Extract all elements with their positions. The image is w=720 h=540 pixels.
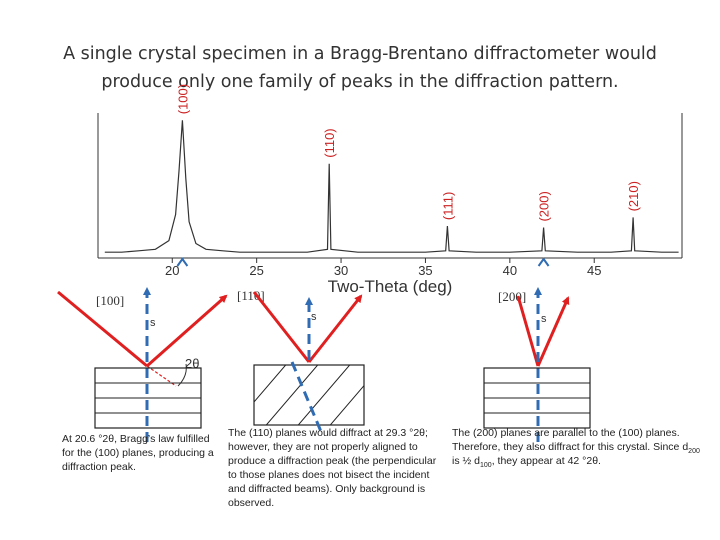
peak-position-marker [537, 257, 550, 267]
diagram-100: [100] s 2θ [57, 287, 228, 442]
caption-100-text: At 20.6 °2θ, Bragg’s law fulfilled for t… [62, 433, 214, 473]
peak-label: (100) [175, 84, 190, 114]
caption-100: At 20.6 °2θ, Bragg’s law fulfilled for t… [62, 432, 220, 474]
incident-beam [516, 295, 540, 367]
lattice-plane [329, 384, 364, 425]
scattering-vector-label: s [150, 317, 156, 329]
lattice-plane [254, 365, 287, 403]
scattering-vector-label: s [541, 313, 547, 325]
plane-normal [290, 361, 324, 435]
x-axis-label: Two-Theta (deg) [328, 277, 453, 296]
peak-label: (200) [537, 191, 552, 221]
two-theta-label: 2θ [185, 356, 199, 371]
x-tick-label: 25 [249, 263, 263, 278]
diffracted-beam [536, 296, 570, 367]
title-line-2: produce only one family of peaks in the … [101, 72, 619, 92]
incident-beam [252, 291, 311, 363]
diffracted-beam [307, 294, 363, 363]
x-tick-label: 35 [418, 263, 432, 278]
scattering-vector-label: s [311, 311, 317, 323]
title-line-1: A single crystal specimen in a Bragg-Bre… [63, 44, 657, 64]
caption-200-text: The (200) planes are parallel to the (10… [452, 426, 710, 470]
caption-200: The (200) planes are parallel to the (10… [452, 426, 710, 470]
x-tick-label: 20 [165, 263, 179, 278]
caption-200-part2: is ½ d [452, 455, 481, 467]
caption-110-text: The (110) planes would diffract at 29.3 … [228, 427, 437, 509]
direction-label-200: [200] [498, 289, 526, 304]
x-tick-label: 30 [334, 263, 348, 278]
diffraction-pattern-line [104, 120, 679, 253]
diffracted-beam [146, 294, 228, 368]
lattice-plane [297, 365, 351, 425]
x-tick-label: 40 [503, 263, 517, 278]
angle-reference-line [146, 365, 177, 387]
direction-label-110: [110] [237, 288, 265, 303]
slide-title: A single crystal specimen in a Bragg-Bre… [0, 40, 720, 96]
angle-arc [177, 363, 187, 387]
diagram-200: [200] s [483, 287, 591, 442]
caption-110: The (110) planes would diffract at 29.3 … [228, 426, 438, 510]
x-tick-label: 45 [587, 263, 601, 278]
direction-label-100: [100] [96, 293, 124, 308]
caption-200-sub2: 100 [480, 462, 492, 470]
peak-label: (110) [322, 128, 337, 157]
peak-position-marker [176, 257, 189, 267]
xrd-plot: (100) (110) (111) (200) (210) 20 25 30 35 40 45 T… [97, 84, 683, 296]
crystal-block [253, 364, 365, 426]
lattice-plane [265, 365, 319, 425]
diagram-110: [110] s [237, 288, 365, 435]
peak-label: (111) [440, 192, 455, 220]
caption-200-part1: The (200) planes are parallel to the (10… [452, 427, 689, 453]
caption-200-sub1: 200 [688, 448, 700, 456]
caption-200-part3: , they appear at 42 °2θ. [491, 455, 601, 467]
peak-label: (210) [626, 181, 641, 211]
tilted-lattice-planes [254, 365, 364, 425]
incident-beam [57, 290, 148, 368]
